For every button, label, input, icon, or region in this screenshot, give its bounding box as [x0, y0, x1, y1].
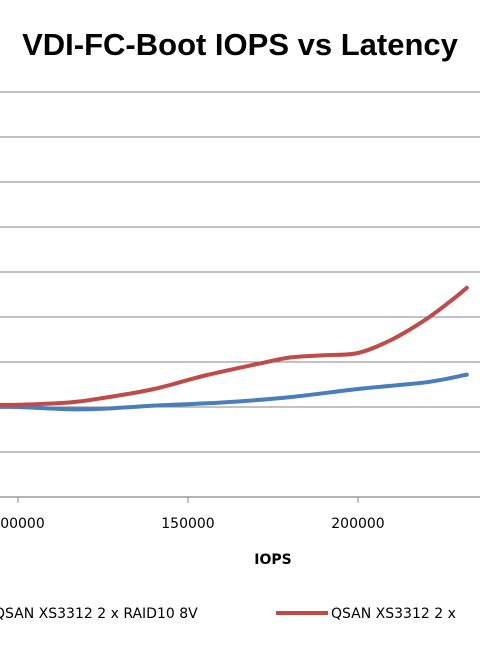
- plot-area: [0, 92, 480, 497]
- legend-label-2: QSAN XS3312 2 x: [331, 606, 456, 622]
- x-tick-label: 100000: [0, 516, 45, 532]
- x-tick-label: 150000: [161, 516, 214, 532]
- legend-label-1: QSAN XS3312 2 x RAID10 8V: [0, 606, 198, 622]
- series-lines: [0, 285, 469, 412]
- gridlines: [0, 91, 480, 453]
- x-axis-title: IOPS: [254, 552, 291, 568]
- legend: QSAN XS3312 2 x RAID10 8V QSAN XS3312 2 x: [0, 606, 456, 622]
- x-tick-label: 200000: [331, 516, 384, 532]
- x-tick-labels: 100000 150000 200000: [0, 497, 385, 532]
- series-line-1: [0, 372, 469, 412]
- series-line-2: [0, 285, 469, 407]
- chart-title: VDI-FC-Boot IOPS vs Latency: [22, 27, 459, 62]
